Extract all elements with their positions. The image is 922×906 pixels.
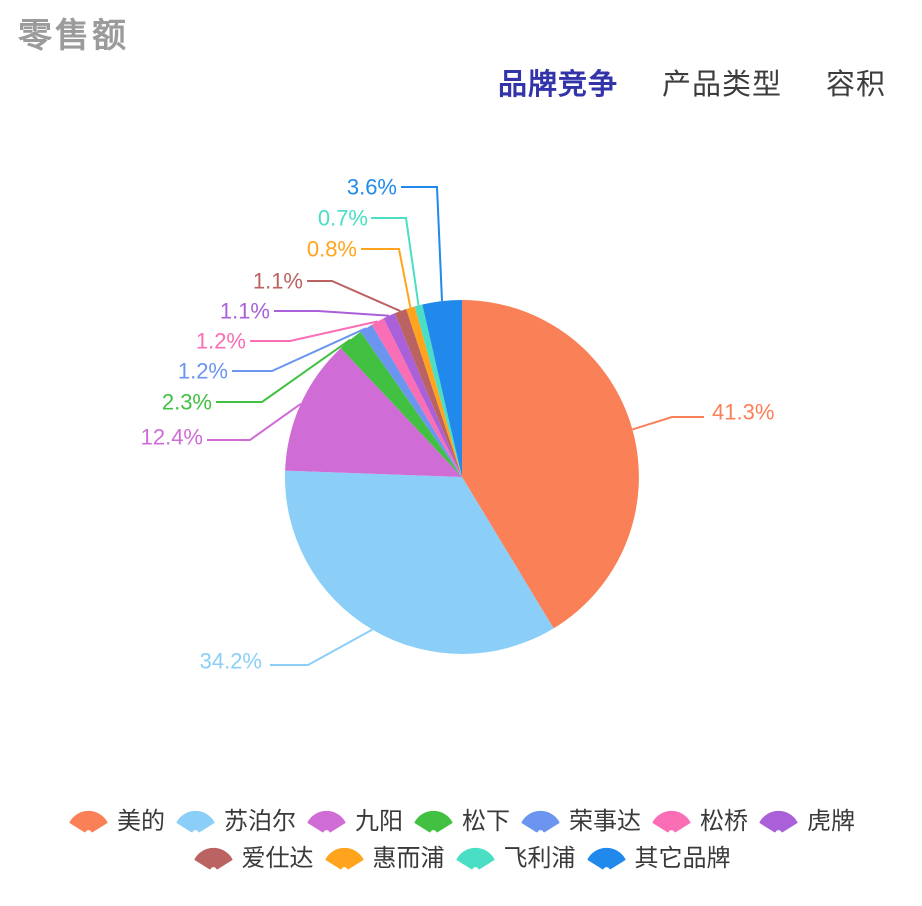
legend-item-松下[interactable]: 松下 [412,806,510,837]
legend-item-九阳[interactable]: 九阳 [305,806,403,837]
pie-slice-荣事达[interactable] [360,324,462,477]
chart-legend: 美的 苏泊尔 九阳 松下 荣事达 松桥 虎牌爱仕达 惠而浦 飞利浦 其它品牌 [0,806,922,874]
legend-item-惠而浦[interactable]: 惠而浦 [323,843,445,874]
legend-label: 虎牌 [807,808,855,835]
pie-slice-爱仕达[interactable] [394,309,462,477]
label-line-苏泊尔 [270,628,373,666]
label-line-其它品牌 [401,186,443,302]
tab-bar: 品牌竞争 产品类型 容积 [497,69,886,102]
fan-icon [759,810,798,832]
fan-icon [176,810,215,832]
legend-label: 惠而浦 [372,845,445,873]
fan-icon [455,847,495,870]
fan-icon [69,810,108,832]
label-line-松桥 [250,320,378,342]
label-line-爱仕达 [307,280,401,313]
tab-product-type[interactable]: 产品类型 [661,69,782,101]
label-line-虎牌 [274,310,390,317]
legend-item-飞利浦[interactable]: 飞利浦 [454,843,576,874]
fan-icon [586,847,626,870]
label-line-荣事达 [232,327,367,372]
fan-icon [521,810,560,832]
label-line-松下 [216,338,351,403]
pie-chart: 41.3%34.2%12.4%2.3%1.2%1.2%1.1%1.1%0.8%0… [141,175,775,674]
percent-label-松下: 2.3% [162,390,212,415]
percent-label-惠而浦: 0.8% [307,237,357,262]
page-title: 零售额 [18,17,129,55]
label-line-惠而浦 [361,248,412,308]
tab-capacity[interactable]: 容积 [825,69,886,101]
percent-label-爱仕达: 1.1% [253,269,303,294]
pie-slice-松下[interactable] [340,331,462,477]
percent-label-其它品牌: 3.6% [347,175,397,200]
label-line-九阳 [207,402,302,441]
fan-icon [414,810,453,832]
pie-slice-其它品牌[interactable] [422,299,462,477]
legend-label: 荣事达 [569,808,641,835]
legend-label: 松桥 [700,808,748,835]
percent-label-美的: 41.3% [712,400,774,425]
fan-icon [324,847,364,870]
fan-icon [652,810,691,832]
percent-label-松桥: 1.2% [196,329,246,354]
percent-label-虎牌: 1.1% [220,299,270,324]
percent-label-飞利浦: 0.7% [318,206,368,231]
legend-label: 松下 [462,808,510,835]
legend-item-荣事达[interactable]: 荣事达 [519,806,641,837]
pie-slice-虎牌[interactable] [383,313,462,477]
fan-icon [193,847,233,870]
label-line-飞利浦 [371,217,420,306]
pie-slice-苏泊尔[interactable] [284,470,554,654]
percent-label-九阳: 12.4% [141,425,203,450]
legend-label: 九阳 [355,808,403,835]
legend-item-虎牌[interactable]: 虎牌 [757,806,855,837]
legend-row-2: 爱仕达 惠而浦 飞利浦 其它品牌 [192,843,731,874]
legend-item-苏泊尔[interactable]: 苏泊尔 [174,806,296,837]
legend-label: 美的 [117,808,165,835]
pie-slice-九阳[interactable] [285,348,462,477]
legend-item-松桥[interactable]: 松桥 [650,806,748,837]
label-line-美的 [632,416,704,431]
tab-brand-competition[interactable]: 品牌竞争 [497,69,618,101]
fan-icon [307,810,346,832]
pie-slice-松桥[interactable] [371,318,462,477]
pie-slice-美的[interactable] [462,300,639,629]
percent-label-荣事达: 1.2% [178,359,228,384]
legend-item-爱仕达[interactable]: 爱仕达 [192,843,314,874]
pie-slice-飞利浦[interactable] [414,304,462,478]
legend-label: 爱仕达 [241,845,314,873]
legend-item-其它品牌[interactable]: 其它品牌 [585,843,731,874]
percent-label-苏泊尔: 34.2% [200,649,262,674]
legend-label: 其它品牌 [634,845,731,873]
legend-label: 飞利浦 [503,845,576,873]
legend-label: 苏泊尔 [224,808,296,835]
pie-slice-惠而浦[interactable] [406,306,462,477]
legend-row-1: 美的 苏泊尔 九阳 松下 荣事达 松桥 虎牌 [67,806,855,837]
legend-item-美的[interactable]: 美的 [67,806,165,837]
